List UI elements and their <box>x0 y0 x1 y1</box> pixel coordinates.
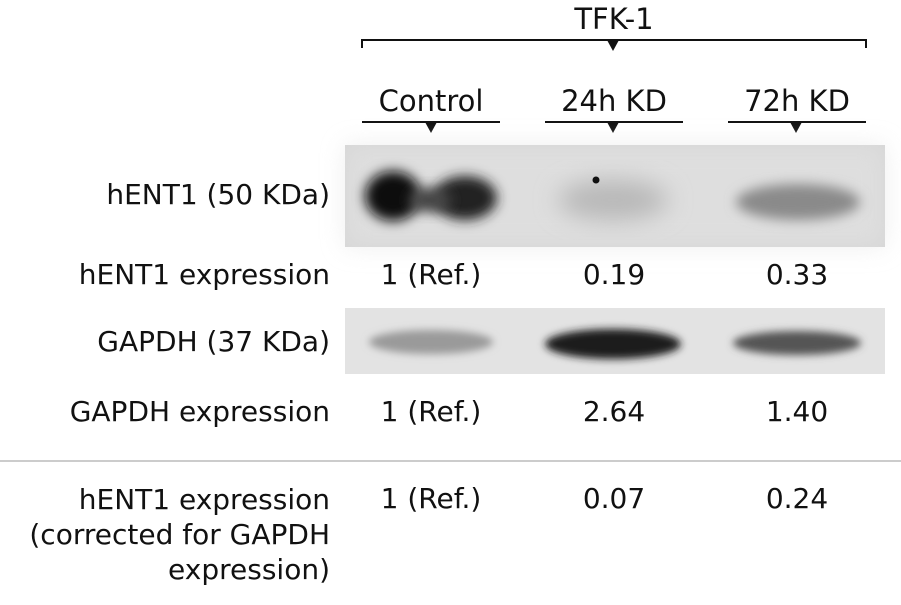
hent1-band-24h <box>558 180 668 220</box>
row-label-hent1-blot: hENT1 (50 KDa) <box>106 178 330 211</box>
corrected-value-72h: 0.24 <box>765 482 829 515</box>
corrected-value-control: 1 (Ref.) <box>380 482 482 515</box>
hent1-value-72h: 0.33 <box>765 258 829 291</box>
corrected-label-line-3: expression) <box>168 553 330 586</box>
corrected-label-line-1: hENT1 expression <box>78 483 330 516</box>
hent1-speck <box>592 176 600 184</box>
corrected-value-24h: 0.07 <box>582 482 646 515</box>
hent1-band-control-right <box>433 176 497 220</box>
hent1-blot <box>345 145 885 247</box>
lane-arrow-72h <box>790 122 802 133</box>
bracket-arrow <box>607 40 619 51</box>
row-label-gapdh-blot: GAPDH (37 KDa) <box>97 325 330 358</box>
row-label-hent1-expression: hENT1 expression <box>78 258 330 291</box>
hent1-value-24h: 0.19 <box>582 258 646 291</box>
row-label-gapdh-expression: GAPDH expression <box>69 395 330 428</box>
gapdh-band-72h <box>733 331 861 355</box>
gapdh-band-control <box>369 330 493 354</box>
lane-header-control: Control <box>378 84 484 118</box>
lane-header-24h-kd: 24h KD <box>561 84 667 118</box>
hent1-band-control-mid <box>408 188 452 212</box>
lane-header-72h-kd: 72h KD <box>744 84 850 118</box>
hent1-value-control: 1 (Ref.) <box>380 258 482 291</box>
gapdh-value-control: 1 (Ref.) <box>380 395 482 428</box>
row-label-corrected: hENT1 expression (corrected for GAPDH ex… <box>0 482 330 587</box>
gapdh-blot <box>345 308 885 374</box>
corrected-label-line-2: (corrected for GAPDH <box>29 518 330 551</box>
cell-line-title: TFK-1 <box>574 2 654 36</box>
lane-arrow-control <box>425 122 437 133</box>
gapdh-band-24h <box>545 329 681 359</box>
gapdh-value-72h: 1.40 <box>765 395 829 428</box>
hent1-band-control-left <box>365 171 421 221</box>
gapdh-value-24h: 2.64 <box>582 395 646 428</box>
lane-arrow-24h <box>607 122 619 133</box>
hent1-band-72h <box>736 184 860 220</box>
